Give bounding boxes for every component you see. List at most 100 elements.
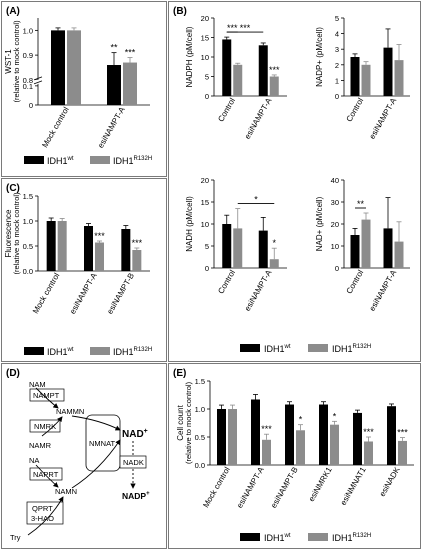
pathway-arrow-try xyxy=(27,496,64,536)
pathway-naprt-box xyxy=(29,467,63,481)
y-tick-label: 4 xyxy=(335,30,339,39)
x-tick-label: esiNADK xyxy=(378,465,402,498)
bar-mut-1 xyxy=(269,259,279,268)
y-tick-label: 10 xyxy=(331,242,339,251)
pathway-qprt: QPRT xyxy=(32,504,53,513)
legend-b-label-wt: IDH1wt xyxy=(264,344,291,354)
bar-wt-0 xyxy=(222,224,232,268)
y-axis-label: NAD+ (pM/cell) xyxy=(315,196,324,251)
legend-e-label-wt: IDH1wt xyxy=(264,533,291,543)
pathway-naprt: NAPRT xyxy=(33,470,59,479)
x-tick-label: esiNAMPT-B xyxy=(269,466,300,510)
pathway-arrow-namn-nad xyxy=(71,439,121,489)
y-tick-label: 0.5 xyxy=(23,242,33,251)
pathway-na: NA xyxy=(29,456,39,465)
y-tick-label: 0 xyxy=(205,264,209,273)
bar-mut-0 xyxy=(361,219,371,268)
legend-e: IDH1wt IDH1R132H xyxy=(240,533,371,543)
pathway-namn: NAMN xyxy=(55,487,77,496)
bar-mut-2 xyxy=(132,250,142,271)
legend-c-label-wt: IDH1wt xyxy=(47,347,74,357)
x-tick-label: Mock control xyxy=(31,271,62,315)
bar-mut-5 xyxy=(398,440,407,465)
pathway-try: Try xyxy=(10,533,21,542)
y-tick-label: 15 xyxy=(201,34,209,43)
significance-label: *** xyxy=(397,428,408,438)
significance-label: * xyxy=(333,411,337,421)
y-axis-label: NADPH (pM/cell) xyxy=(185,26,194,87)
legend-e-swatch-wt xyxy=(240,533,260,541)
axis-break-mark xyxy=(33,80,43,85)
bar-mut-0 xyxy=(361,64,371,96)
pathway-nad: NAD+ xyxy=(122,428,148,440)
y-tick-label: 1 xyxy=(335,76,339,85)
y-axis-label-sub: (relative to mock control) xyxy=(12,20,21,103)
bar-wt-4 xyxy=(353,412,362,465)
x-tick-label: esiNAMPT-A xyxy=(243,268,274,313)
bar-wt-1 xyxy=(84,226,93,271)
legend-e-label-mut: IDH1R132H xyxy=(332,533,371,543)
pathway-nadp: NADP+ xyxy=(122,491,150,501)
y-tick-label: 0.9 xyxy=(23,51,33,60)
x-tick-label: esiNMRK1 xyxy=(307,465,334,503)
bar-mut-0 xyxy=(233,64,243,96)
pathway-namr: NAMR xyxy=(29,441,52,450)
pathway-arrow-namr xyxy=(41,416,63,437)
bar-wt-0 xyxy=(350,57,360,96)
y-axis-label-sub: (relative to mock control) xyxy=(184,381,193,464)
significance-label: *** xyxy=(94,231,105,241)
y-axis-label: NADP+ (pM/cell) xyxy=(315,27,324,87)
pathway-nmrk-box xyxy=(29,419,61,433)
y-axis-label: Fluorescence xyxy=(4,209,13,258)
y-tick-label: 5 xyxy=(205,73,209,82)
y-tick-label: 30 xyxy=(331,198,339,207)
panel-b-frame xyxy=(168,1,421,362)
x-tick-label: esiNAMPT-A xyxy=(368,268,399,313)
significance-label: * xyxy=(299,415,303,425)
bar-wt-3 xyxy=(319,404,328,465)
legend-b-swatch-wt xyxy=(240,344,260,352)
panel-c-label: (C) xyxy=(6,183,20,194)
bar-wt-1 xyxy=(258,45,268,96)
chart-b1: 0 5 10 15 20 NADPH (pM/cell) Control esiNAMPT-A… xyxy=(185,14,287,141)
pathway-arrow-nammn-nad xyxy=(71,415,121,431)
pathway-arrow-na xyxy=(35,464,59,488)
bar-wt-1 xyxy=(107,65,121,105)
y-tick-label: 0.0 xyxy=(195,461,205,470)
bar-mut-3 xyxy=(330,424,339,465)
panel-e-label: (E) xyxy=(173,368,186,379)
panel-a-frame xyxy=(1,1,167,177)
bar-mut-1 xyxy=(262,439,271,465)
y-tick-label: 1.0 xyxy=(23,217,33,226)
pathway-nmnat: NMNAT xyxy=(89,439,116,448)
y-tick-label: 0 xyxy=(29,101,33,110)
y-axis-label: Cell count xyxy=(176,404,185,440)
significance-label: *** xyxy=(227,23,238,33)
y-tick-label: 0.0 xyxy=(23,267,33,276)
chart-b3: 0 5 10 15 20 NADH (pM/cell) Control esiNAMPT-A *… xyxy=(185,176,287,313)
significance-label: *** xyxy=(269,65,280,75)
y-tick-label: 20 xyxy=(201,14,209,23)
bar-mut-0 xyxy=(233,228,243,268)
y-tick-label: 0.5 xyxy=(195,433,205,442)
panel-e-frame xyxy=(168,363,421,549)
pathway-nampt: NAMPT xyxy=(33,391,60,400)
y-tick-label: 20 xyxy=(201,176,209,185)
bar-wt-2 xyxy=(285,404,294,465)
chart-c: 0.0 0.5 1.0 1.5 Fluorescence (relative to moc… xyxy=(4,192,150,316)
legend-b: IDH1wt IDH1R132H xyxy=(240,344,371,354)
pathway-qprt-box xyxy=(26,501,64,525)
bar-mut-1 xyxy=(394,60,404,96)
pathway-diagram: NAM NAMPT NAMMN NMRK NAMR NMNAT NAD+ NAD… xyxy=(10,380,150,542)
bar-mut-0 xyxy=(67,30,81,105)
x-tick-label: esiNAMPT-A xyxy=(243,96,274,141)
legend-c-swatch-mut xyxy=(90,347,110,355)
pathway-nadk-box xyxy=(119,455,147,469)
axis-break-gap xyxy=(34,79,42,84)
x-tick-label: Control xyxy=(345,96,366,123)
y-tick-label: 0 xyxy=(335,264,339,273)
x-tick-label: Control xyxy=(216,96,237,123)
pathway-nadk: NADK xyxy=(123,458,144,467)
chart-a: 0 0.10.8 0.9 1.0 WST-1 (relative to mock cont… xyxy=(4,18,150,150)
